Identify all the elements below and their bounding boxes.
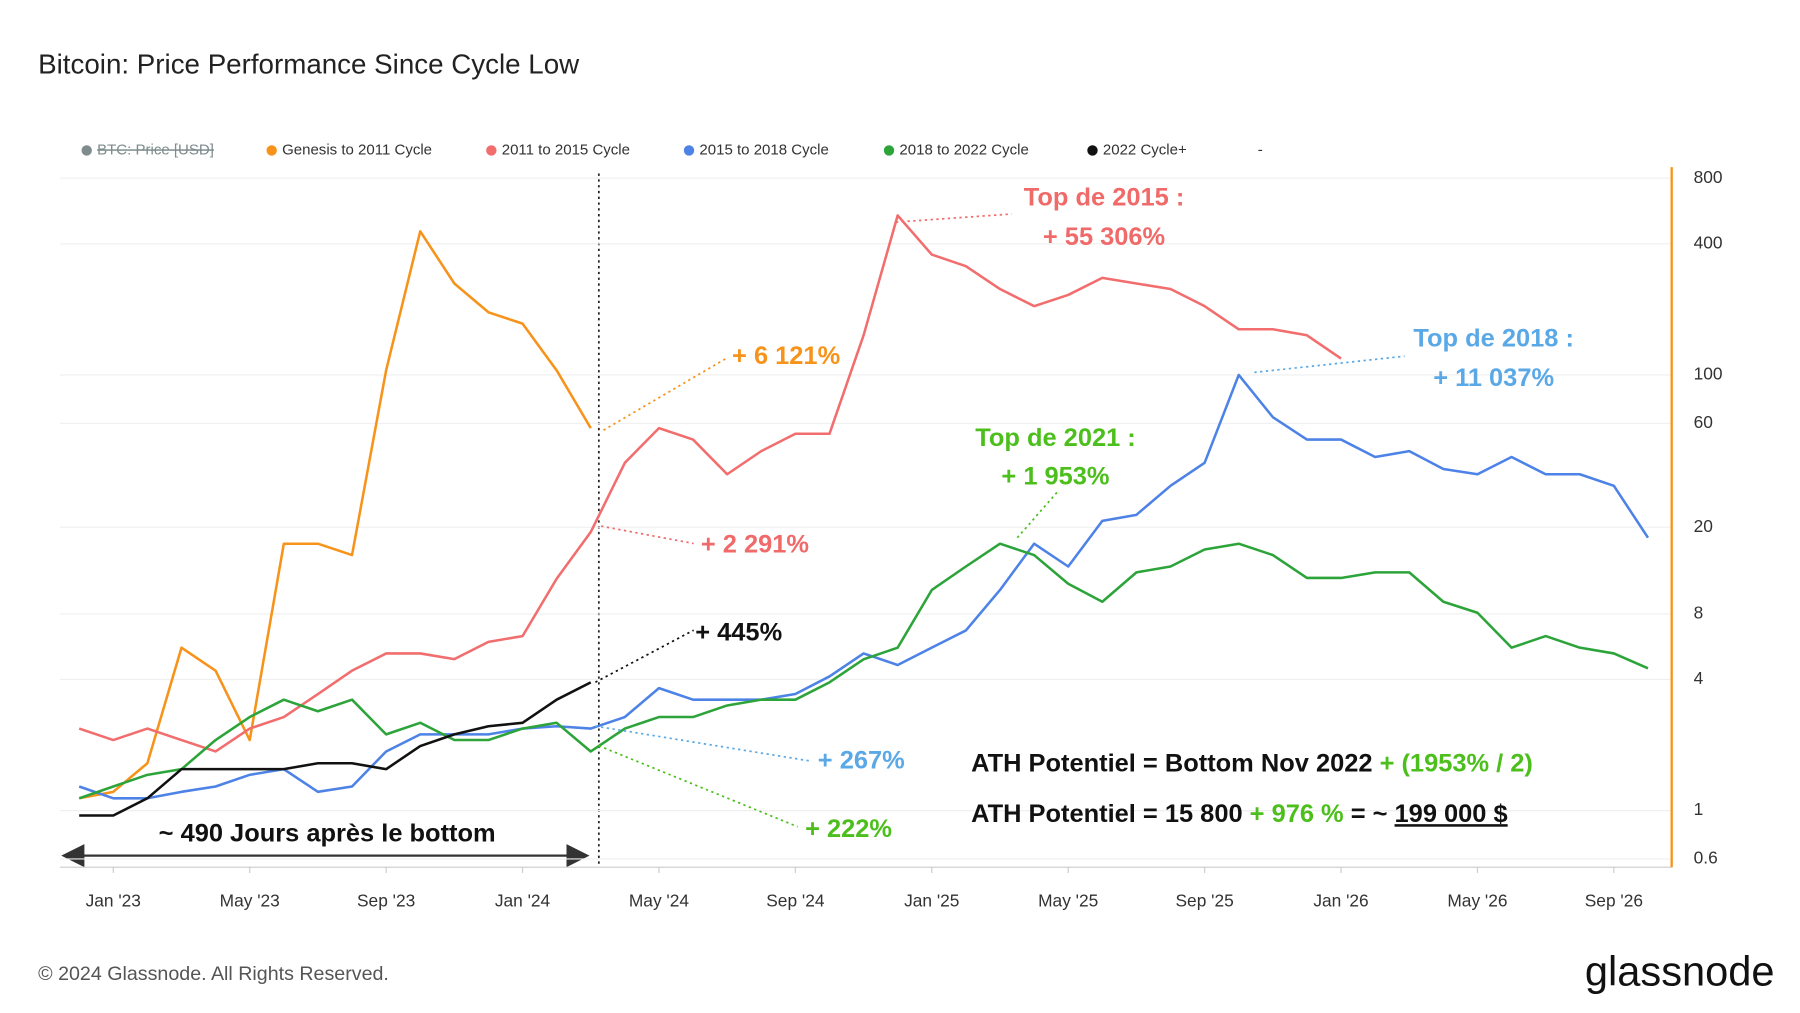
x-tick-label: Jan '26	[1313, 890, 1368, 910]
legend-marker	[683, 145, 695, 156]
x-tick-label: May '25	[1038, 890, 1098, 910]
y-tick-label: 0.6	[1694, 848, 1718, 868]
leader-line	[895, 213, 1012, 223]
x-tick-label: May '23	[220, 890, 280, 910]
series-line	[78, 230, 592, 800]
annotation: Top de 2018 :	[1413, 325, 1574, 353]
legend-marker	[81, 145, 92, 156]
legend-extra: -	[1258, 141, 1263, 158]
footer: © 2024 Glassnode. All Rights Reserved.	[38, 963, 389, 985]
y-tick-label: 60	[1694, 412, 1713, 432]
x-tick-label: Jan '25	[904, 890, 959, 910]
legend-label: Genesis to 2011 Cycle	[282, 141, 432, 158]
x-tick-label: Sep '25	[1176, 890, 1234, 910]
series-line	[78, 542, 1649, 800]
y-tick-label: 1	[1694, 799, 1704, 819]
ath-segment: ATH Potentiel = 15 800	[971, 800, 1250, 828]
ath-segment: = ~	[1344, 800, 1395, 828]
y-tick-label: 4	[1694, 668, 1704, 688]
ath-line: ATH Potentiel = Bottom Nov 2022 + (1953%…	[971, 749, 1533, 777]
ath-segment: + (1953% / 2)	[1380, 749, 1533, 777]
leader-line	[598, 745, 799, 828]
ath-segment: ATH Potentiel = Bottom Nov 2022	[971, 749, 1379, 777]
annotation: + 55 306%	[1043, 223, 1165, 251]
annotation: Top de 2015 :	[1024, 184, 1185, 212]
x-tick-label: Sep '23	[357, 890, 415, 910]
annotation: + 222%	[805, 815, 892, 843]
annotation: Top de 2021 :	[975, 424, 1136, 452]
y-tick-label: 100	[1694, 364, 1723, 384]
y-tick-label: 8	[1694, 602, 1704, 622]
y-tick-label: 20	[1694, 516, 1713, 536]
annotation: + 11 037%	[1433, 364, 1554, 392]
chart-title: Bitcoin: Price Performance Since Cycle L…	[38, 48, 580, 79]
brand-logo: glassnode	[1585, 948, 1775, 995]
annotation: + 445%	[695, 618, 782, 646]
x-tick-label: Jan '23	[86, 890, 141, 910]
x-tick-label: May '24	[629, 890, 689, 910]
legend-label: 2022 Cycle+	[1103, 141, 1187, 158]
leader-line	[594, 629, 695, 683]
legend-marker	[266, 145, 277, 156]
legend-label: 2011 to 2015 Cycle	[502, 141, 630, 158]
series-line	[78, 373, 1650, 800]
legend-label: 2015 to 2018 Cycle	[699, 141, 828, 158]
annotation: + 6 121%	[732, 342, 840, 370]
ath-segment: + 976 %	[1250, 800, 1344, 828]
legend-marker	[1087, 145, 1098, 156]
x-tick-label: Sep '26	[1585, 890, 1643, 910]
x-tick-label: Jan '24	[495, 890, 551, 910]
leader-line	[600, 525, 694, 545]
leader-line	[595, 725, 810, 762]
annotation: ~ 490 Jours après le bottom	[159, 820, 496, 848]
annotation: + 267%	[818, 747, 905, 775]
annotation: + 1 953%	[1001, 462, 1109, 490]
y-tick-label: 400	[1694, 232, 1723, 252]
legend-marker	[883, 145, 895, 156]
ath-segment: 199 000 $	[1395, 800, 1508, 828]
leader-line	[1254, 355, 1405, 374]
x-tick-label: May '26	[1447, 890, 1507, 910]
legend-marker	[486, 145, 497, 156]
ath-line: ATH Potentiel = 15 800 + 976 % = ~ 199 0…	[971, 800, 1508, 828]
leader-line	[1016, 490, 1059, 539]
y-tick-label: 800	[1694, 167, 1723, 187]
legend-label: 2018 to 2022 Cycle	[899, 141, 1028, 158]
legend-label: BTC: Price [USD]	[97, 141, 214, 158]
annotation: + 2 291%	[701, 531, 809, 559]
leader-line	[603, 357, 727, 431]
series-line	[79, 681, 592, 817]
series-line	[78, 214, 1342, 753]
x-tick-label: Sep '24	[766, 890, 825, 910]
